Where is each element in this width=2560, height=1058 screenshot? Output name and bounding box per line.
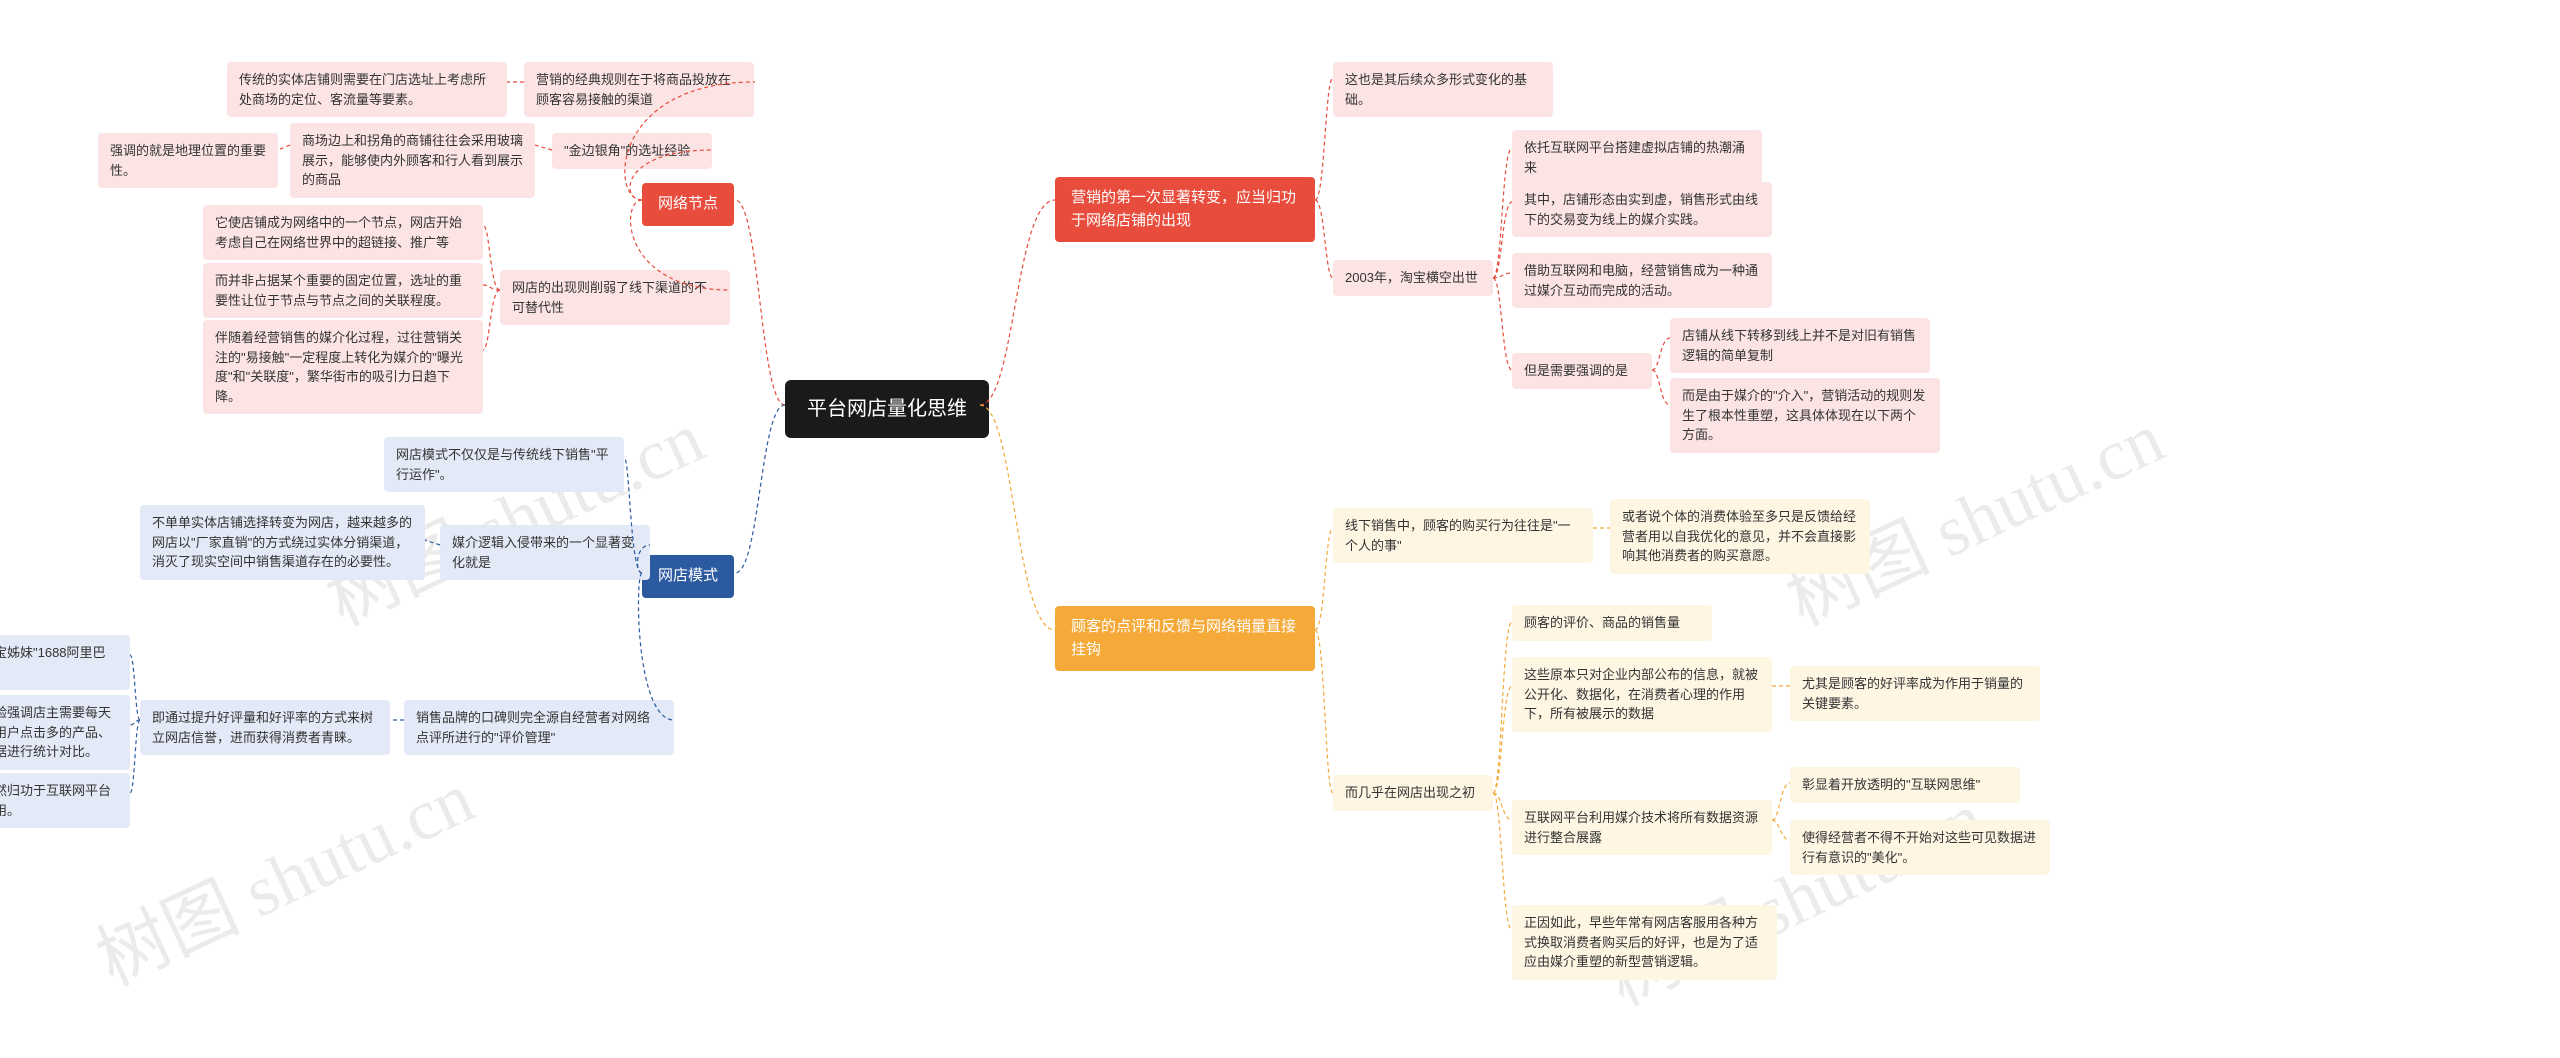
leaf: 尤其是顾客的好评率成为作用于销量的关键要素。: [1790, 666, 2040, 721]
leaf: 作为采购批发网的淘宝姊妹"1688阿里巴巴"就愈发受到喜爱: [0, 635, 130, 690]
leaf: 商场边上和拐角的商铺往往会采用玻璃展示，能够使内外顾客和行人看到展示的商品: [290, 123, 535, 198]
leaf: 使得经营者不得不开始对这些可见数据进行有意识的"美化"。: [1790, 820, 2050, 875]
leaf: 传统的实体店铺则需要在门店选址上考虑所处商场的定位、客流量等要素。: [227, 62, 507, 117]
leaf: "金边银角"的选址经验: [552, 133, 712, 169]
leaf: 而几乎在网店出现之初: [1333, 775, 1493, 811]
leaf: 彰显着开放透明的"互联网思维": [1790, 767, 2020, 803]
leaf: 伴随着经营销售的媒介化过程，过往营销关注的"易接触"一定程度上转化为媒介的"曝光…: [203, 320, 483, 414]
branch-network-node: 网络节点: [642, 183, 734, 226]
root-node: 平台网店量化思维: [785, 380, 989, 438]
branch-customer-review: 顾客的点评和反馈与网络销量直接挂钩: [1055, 606, 1315, 671]
leaf: 不单单实体店铺选择转变为网店，越来越多的网店以"厂家直销"的方式绕过实体分销渠道…: [140, 505, 425, 580]
leaf: 强调的就是地理位置的重要性。: [98, 133, 278, 188]
leaf: 线下销售中，顾客的购买行为往往是"一个人的事": [1333, 508, 1593, 563]
leaf: 其平台网店的运营经验强调店主需要每天对浏览量、点击量、用户点击多的产品、用户评价…: [0, 695, 130, 770]
branch-shop-mode: 网店模式: [642, 555, 734, 598]
leaf: 营销的经典规则在于将商品投放在顾客容易接触的渠道: [524, 62, 754, 117]
leaf: 2003年，淘宝横空出世: [1333, 260, 1493, 296]
leaf: 或者说个体的消费体验至多只是反馈给经营者用以自我优化的意见，并不会直接影响其他消…: [1610, 499, 1870, 574]
leaf: 而上述指标的出现显然归功于互联网平台的在营销活动中的应用。: [0, 773, 130, 828]
leaf: 网店模式不仅仅是与传统线下销售"平行运作"。: [384, 437, 624, 492]
leaf: 但是需要强调的是: [1512, 353, 1652, 389]
leaf: 顾客的评价、商品的销售量: [1512, 605, 1712, 641]
leaf: 媒介逻辑入侵带来的一个显著变化就是: [440, 525, 650, 580]
leaf: 即通过提升好评量和好评率的方式来树立网店信誉，进而获得消费者青睐。: [140, 700, 390, 755]
leaf: 依托互联网平台搭建虚拟店铺的热潮涌来: [1512, 130, 1762, 185]
watermark: 树图 shutu.cn: [77, 740, 488, 1006]
leaf: 而并非占据某个重要的固定位置，选址的重要性让位于节点与节点之间的关联程度。: [203, 263, 483, 318]
leaf: 其中，店铺形态由实到虚，销售形式由线下的交易变为线上的媒介实践。: [1512, 182, 1772, 237]
leaf: 网店的出现则削弱了线下渠道的不可替代性: [500, 270, 730, 325]
leaf: 它使店铺成为网络中的一个节点，网店开始考虑自己在网络世界中的超链接、推广等: [203, 205, 483, 260]
leaf: 店铺从线下转移到线上并不是对旧有销售逻辑的简单复制: [1670, 318, 1930, 373]
leaf: 这些原本只对企业内部公布的信息，就被公开化、数据化，在消费者心理的作用下，所有被…: [1512, 657, 1772, 732]
leaf: 借助互联网和电脑，经营销售成为一种通过媒介互动而完成的活动。: [1512, 253, 1772, 308]
leaf: 而是由于媒介的"介入"，营销活动的规则发生了根本性重塑，这具体体现在以下两个方面…: [1670, 378, 1940, 453]
branch-first-change: 营销的第一次显著转变，应当归功于网络店铺的出现: [1055, 177, 1315, 242]
leaf: 这也是其后续众多形式变化的基础。: [1333, 62, 1553, 117]
leaf: 互联网平台利用媒介技术将所有数据资源进行整合展露: [1512, 800, 1772, 855]
leaf: 正因如此，早些年常有网店客服用各种方式换取消费者购买后的好评，也是为了适应由媒介…: [1512, 905, 1777, 980]
leaf: 销售品牌的口碑则完全源自经营者对网络点评所进行的"评价管理": [404, 700, 674, 755]
